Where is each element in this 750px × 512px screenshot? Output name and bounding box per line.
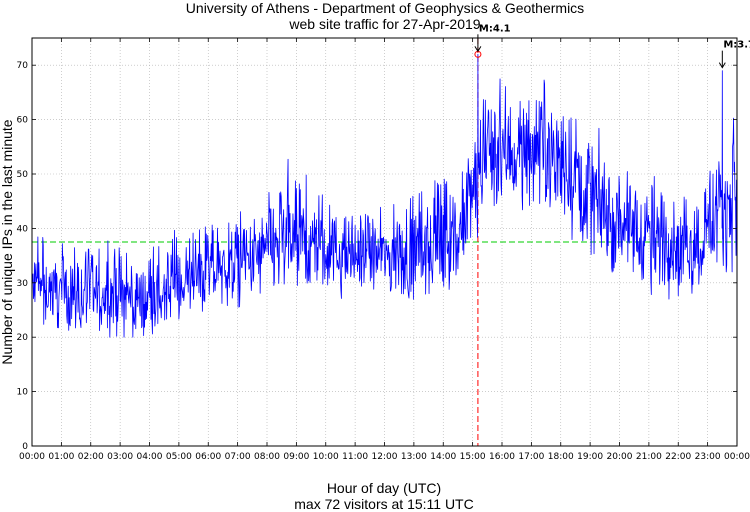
y-axis-ticks: 0 10 20 30 40 50 60 70 [17, 61, 737, 452]
traffic-series-line [31, 53, 737, 338]
x-tick-label: 17:00 [518, 452, 544, 462]
annotation-arrowhead [474, 46, 482, 53]
x-tick-label: 02:00 [78, 452, 104, 462]
x-tick-label: 01:00 [48, 452, 74, 462]
x-tick-label: 16:00 [489, 452, 515, 462]
x-tick-label: 05:00 [166, 452, 192, 462]
x-tick-label: 13:00 [401, 452, 427, 462]
x-tick-label: 14:00 [430, 452, 456, 462]
x-tick-label: 11:00 [342, 452, 368, 462]
y-tick-label: 0 [22, 442, 28, 452]
x-tick-label: 22:00 [665, 452, 691, 462]
chart-subtitle: max 72 visitors at 15:11 UTC [294, 496, 473, 512]
x-tick-label: 00:00 [724, 452, 750, 462]
x-tick-label: 07:00 [225, 452, 251, 462]
y-tick-label: 40 [17, 224, 29, 234]
x-tick-label: 08:00 [254, 452, 280, 462]
x-tick-label: 00:00 [19, 452, 45, 462]
x-axis-ticks: 00:00 01:00 02:00 03:00 04:00 05:00 06:00 07:00… [19, 38, 750, 462]
y-tick-label: 10 [17, 388, 29, 398]
y-tick-label: 50 [17, 170, 29, 180]
x-tick-label: 21:00 [636, 452, 662, 462]
x-tick-label: 06:00 [195, 452, 221, 462]
x-tick-label: 20:00 [607, 452, 633, 462]
x-tick-label: 15:00 [460, 452, 486, 462]
chart-title-line-2: web site traffic for 27-Apr-2019 [288, 16, 480, 32]
x-axis-label: Hour of day (UTC) [327, 480, 441, 496]
chart-title: University of Athens - Department of Geo… [186, 0, 584, 32]
x-tick-label: 09:00 [283, 452, 309, 462]
y-tick-label: 70 [17, 61, 29, 71]
x-tick-label: 19:00 [577, 452, 603, 462]
x-tick-label: 23:00 [695, 452, 721, 462]
annotation-arrowhead [718, 62, 726, 69]
x-tick-label: 18:00 [548, 452, 574, 462]
y-tick-label: 20 [17, 333, 29, 343]
x-tick-label: 03:00 [107, 452, 133, 462]
earthquake-label: M:4.1 [479, 23, 511, 34]
y-tick-label: 30 [17, 279, 29, 289]
x-tick-label: 12:00 [372, 452, 398, 462]
chart-title-line-1: University of Athens - Department of Geo… [186, 0, 584, 16]
x-tick-label: 04:00 [137, 452, 163, 462]
x-tick-label: 10:00 [313, 452, 339, 462]
y-tick-label: 60 [17, 116, 29, 126]
y-axis-label: Number of unique IPs in the last minute [0, 119, 15, 364]
